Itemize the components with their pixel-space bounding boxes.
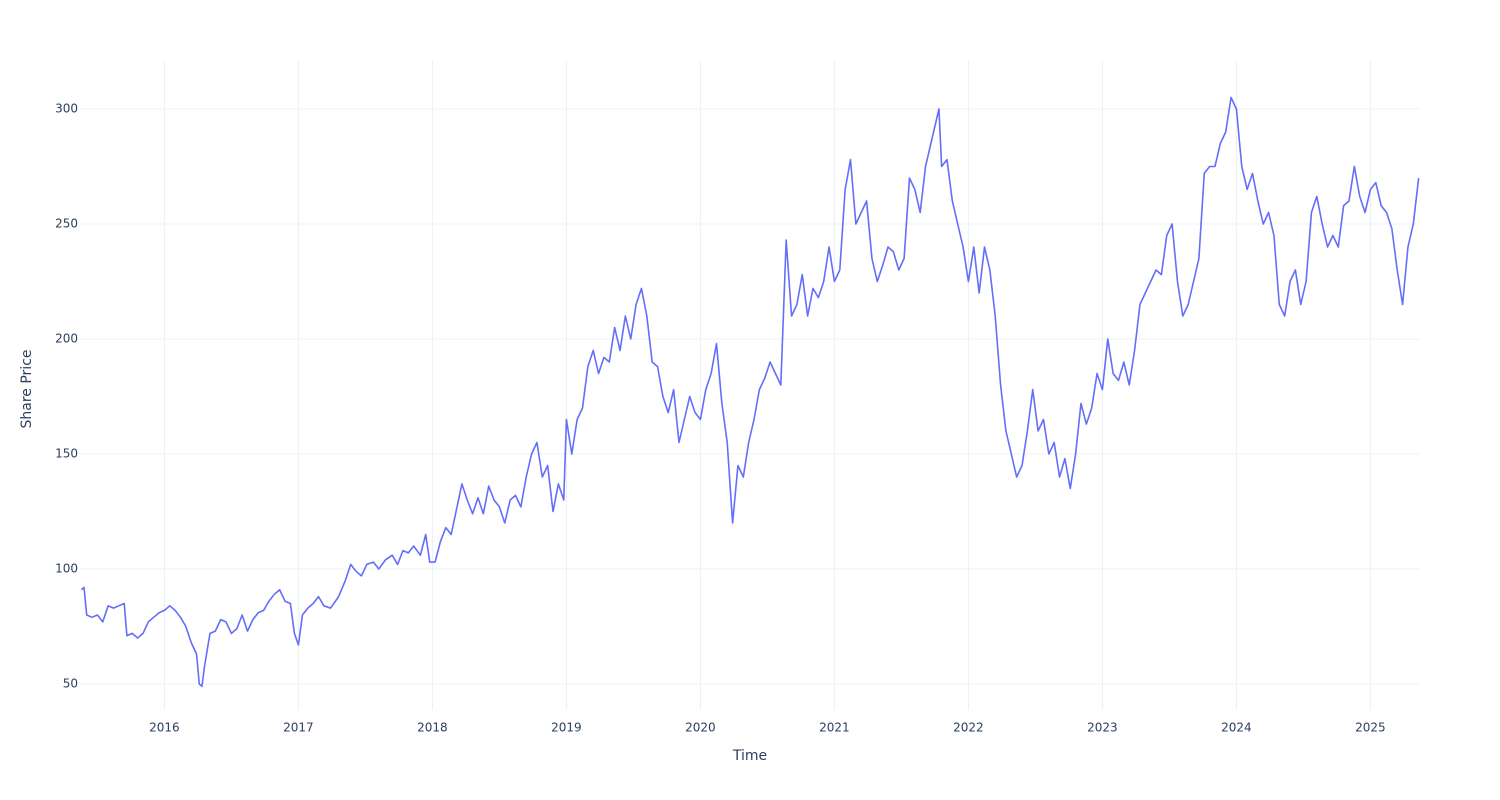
x-tick-label: 2025 <box>1355 721 1386 735</box>
y-tick-label: 250 <box>55 216 78 230</box>
x-tick-label: 2017 <box>283 721 314 735</box>
price-line <box>80 96 1420 688</box>
y-tick-label: 300 <box>55 101 78 115</box>
x-tick-label: 2018 <box>417 721 448 735</box>
x-tick-label: 2016 <box>149 721 180 735</box>
x-tick-label: 2021 <box>819 721 850 735</box>
x-axis-title: Time <box>732 748 767 764</box>
y-tick-label: 200 <box>55 331 78 345</box>
x-tick-label: 2019 <box>551 721 582 735</box>
y-axis-title: Share Price <box>19 349 35 428</box>
y-tick-label: 50 <box>63 677 78 691</box>
x-tick-label: 2024 <box>1221 721 1252 735</box>
x-tick-label: 2020 <box>685 721 716 735</box>
x-tick-label: 2022 <box>953 721 984 735</box>
x-tick-label: 2023 <box>1087 721 1118 735</box>
y-tick-label: 100 <box>55 562 78 576</box>
y-tick-label: 150 <box>55 447 78 461</box>
